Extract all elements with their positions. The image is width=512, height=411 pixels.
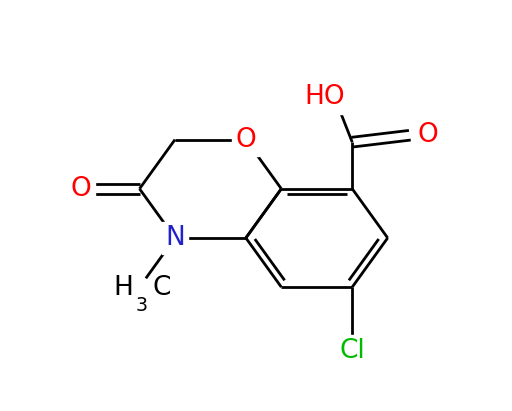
- Text: O: O: [71, 176, 92, 202]
- Text: N: N: [165, 225, 185, 251]
- Text: O: O: [236, 127, 256, 152]
- Text: H: H: [113, 275, 133, 301]
- Text: 3: 3: [136, 296, 148, 315]
- Text: Cl: Cl: [339, 338, 365, 364]
- Text: C: C: [153, 275, 171, 301]
- Text: O: O: [417, 122, 438, 148]
- Text: HO: HO: [304, 84, 345, 111]
